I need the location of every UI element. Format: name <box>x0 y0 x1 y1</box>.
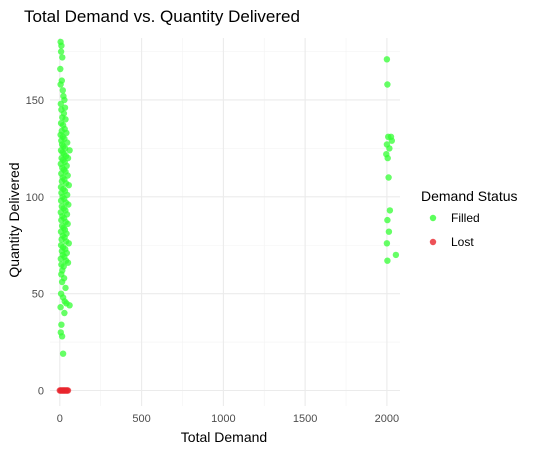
legend-key-lost <box>429 238 437 246</box>
x-tick-label: 500 <box>132 413 150 425</box>
data-point-filled <box>61 309 68 317</box>
data-point-filled <box>57 197 65 204</box>
data-point-filled <box>64 259 72 266</box>
data-point-filled <box>65 201 72 208</box>
y-tick-label: 50 <box>32 289 44 301</box>
data-point-filled <box>62 116 69 123</box>
data-point-filled <box>57 48 65 55</box>
data-point-filled <box>65 182 73 189</box>
data-point-filled <box>392 251 400 259</box>
data-point-filled <box>62 284 69 292</box>
y-tick-label: 100 <box>26 192 44 204</box>
data-point-lost <box>64 387 72 394</box>
data-point-filled <box>383 56 391 63</box>
series-filled <box>57 38 400 357</box>
data-point-filled <box>388 137 395 144</box>
data-point-filled <box>384 216 391 224</box>
data-point-filled <box>57 81 64 88</box>
data-point-filled <box>58 333 66 340</box>
legend: Demand Status Filled Lost <box>421 188 518 249</box>
data-point-filled <box>66 147 73 154</box>
data-point-filled <box>385 228 393 235</box>
data-point-filled <box>59 54 66 61</box>
x-axis-title: Total Demand <box>181 429 267 445</box>
data-point-filled <box>385 174 392 181</box>
data-point-filled <box>57 304 64 311</box>
y-tick-label: 0 <box>38 386 44 398</box>
data-point-filled <box>384 81 391 88</box>
x-tick-label: 0 <box>57 413 63 425</box>
data-points <box>56 38 400 394</box>
data-point-filled <box>58 321 65 328</box>
data-point-filled <box>65 240 73 247</box>
data-point-filled <box>64 220 71 228</box>
series-lost <box>56 387 72 394</box>
data-point-filled <box>58 278 66 286</box>
data-point-filled <box>59 87 66 94</box>
data-point-filled <box>58 42 65 49</box>
x-tick-labels: 0 500 1000 1500 2000 <box>57 413 399 425</box>
legend-label-filled: Filled <box>451 211 480 225</box>
legend-title: Demand Status <box>421 188 518 204</box>
data-point-filled <box>57 100 64 108</box>
data-point-filled <box>384 154 391 162</box>
x-tick-label: 1000 <box>211 413 235 425</box>
data-point-filled <box>383 240 391 247</box>
data-point-filled <box>57 65 64 73</box>
data-point-filled <box>57 255 64 262</box>
legend-items: Filled Lost <box>429 211 480 249</box>
y-tick-labels: 0 50 100 150 <box>26 95 44 398</box>
data-point-filled <box>66 302 73 309</box>
grid <box>50 38 400 406</box>
data-point-filled <box>384 257 391 264</box>
y-axis-title: Quantity Delivered <box>6 162 22 277</box>
x-tick-label: 1500 <box>293 413 317 425</box>
data-point-filled <box>386 207 394 214</box>
legend-label-lost: Lost <box>451 235 474 249</box>
y-tick-label: 150 <box>26 95 44 107</box>
data-point-filled <box>386 145 393 152</box>
x-tick-label: 2000 <box>375 413 399 425</box>
chart-title: Total Demand vs. Quantity Delivered <box>24 7 300 26</box>
data-point-filled <box>59 350 67 357</box>
legend-key-filled <box>429 214 437 222</box>
